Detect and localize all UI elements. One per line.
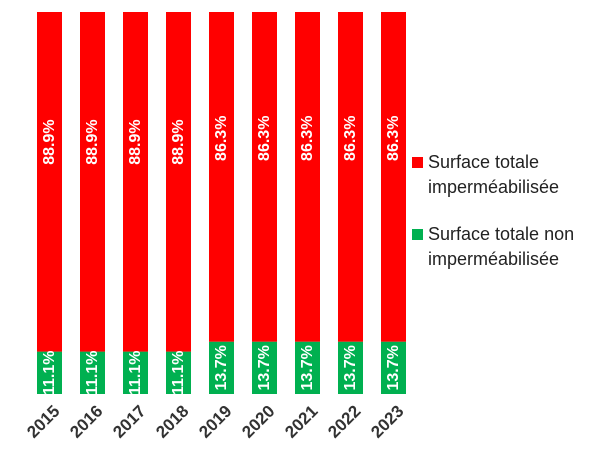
- data-label-non-impermeable-2023: 13.7%: [385, 345, 402, 390]
- x-tick-label-2019: 2019: [195, 402, 235, 442]
- legend-swatch-non-impermeable: [412, 229, 423, 240]
- bar-non-impermeable-2016: [80, 351, 105, 394]
- bar-non-impermeable-2019: [209, 341, 234, 394]
- data-label-non-impermeable-2020: 13.7%: [256, 345, 273, 390]
- bars-group: [37, 12, 406, 394]
- data-label-impermeable-2021: 86.3%: [299, 116, 316, 161]
- x-tick-label-2020: 2020: [238, 402, 278, 442]
- bar-impermeable-2019: [209, 12, 234, 342]
- x-tick-label-2017: 2017: [109, 402, 149, 442]
- data-label-impermeable-2022: 86.3%: [342, 116, 359, 161]
- data-label-impermeable-2023: 86.3%: [385, 116, 402, 161]
- x-tick-label-2016: 2016: [66, 402, 106, 442]
- x-tick-label-2015: 2015: [23, 402, 63, 442]
- data-label-impermeable-2018: 88.9%: [170, 119, 187, 164]
- legend-swatch-impermeable: [412, 157, 423, 168]
- bar-impermeable-2016: [80, 12, 105, 352]
- bar-non-impermeable-2017: [123, 351, 148, 394]
- bar-non-impermeable-2015: [37, 351, 62, 394]
- bar-impermeable-2015: [37, 12, 62, 352]
- bar-impermeable-2020: [252, 12, 277, 342]
- x-tick-label-2022: 2022: [324, 402, 364, 442]
- legend-item-non-impermeable: Surface totale non imperméabilisée: [412, 222, 602, 272]
- bar-impermeable-2023: [381, 12, 406, 342]
- x-tick-label-2018: 2018: [152, 402, 192, 442]
- legend-item-impermeable: Surface totale imperméabilisée: [412, 150, 602, 200]
- data-label-non-impermeable-2022: 13.7%: [342, 345, 359, 390]
- bar-non-impermeable-2023: [381, 341, 406, 394]
- data-label-impermeable-2017: 88.9%: [127, 119, 144, 164]
- x-tick-label-2023: 2023: [367, 402, 407, 442]
- data-label-non-impermeable-2019: 13.7%: [213, 345, 230, 390]
- bar-impermeable-2021: [295, 12, 320, 342]
- bar-impermeable-2022: [338, 12, 363, 342]
- bar-impermeable-2017: [123, 12, 148, 352]
- legend-label-impermeable: Surface totale imperméabilisée: [428, 152, 560, 197]
- x-axis-tick-labels: 2015 2016 2017 2018 2019 2020 2021 2022 2023: [23, 402, 407, 442]
- data-label-non-impermeable-2018: 11.1%: [170, 351, 187, 395]
- data-label-impermeable-2016: 88.9%: [84, 119, 101, 164]
- data-label-non-impermeable-2017: 11.1%: [127, 351, 144, 395]
- x-tick-label-2021: 2021: [281, 402, 321, 442]
- legend: Surface totale imperméabilisée Surface t…: [412, 150, 602, 294]
- data-labels-group: 11.1% 88.9% 11.1% 88.9% 11.1% 88.9% 11.1% 88.9%…: [41, 116, 402, 395]
- data-label-non-impermeable-2021: 13.7%: [299, 345, 316, 390]
- bar-non-impermeable-2020: [252, 341, 277, 394]
- bar-non-impermeable-2022: [338, 341, 363, 394]
- data-label-impermeable-2015: 88.9%: [41, 119, 58, 164]
- bar-non-impermeable-2018: [166, 351, 191, 394]
- data-label-non-impermeable-2015: 11.1%: [41, 351, 58, 395]
- bar-impermeable-2018: [166, 12, 191, 352]
- bar-non-impermeable-2021: [295, 341, 320, 394]
- data-label-impermeable-2020: 86.3%: [256, 116, 273, 161]
- legend-label-non-impermeable: Surface totale non imperméabilisée: [428, 224, 575, 269]
- data-label-impermeable-2019: 86.3%: [213, 116, 230, 161]
- data-label-non-impermeable-2016: 11.1%: [84, 351, 101, 395]
